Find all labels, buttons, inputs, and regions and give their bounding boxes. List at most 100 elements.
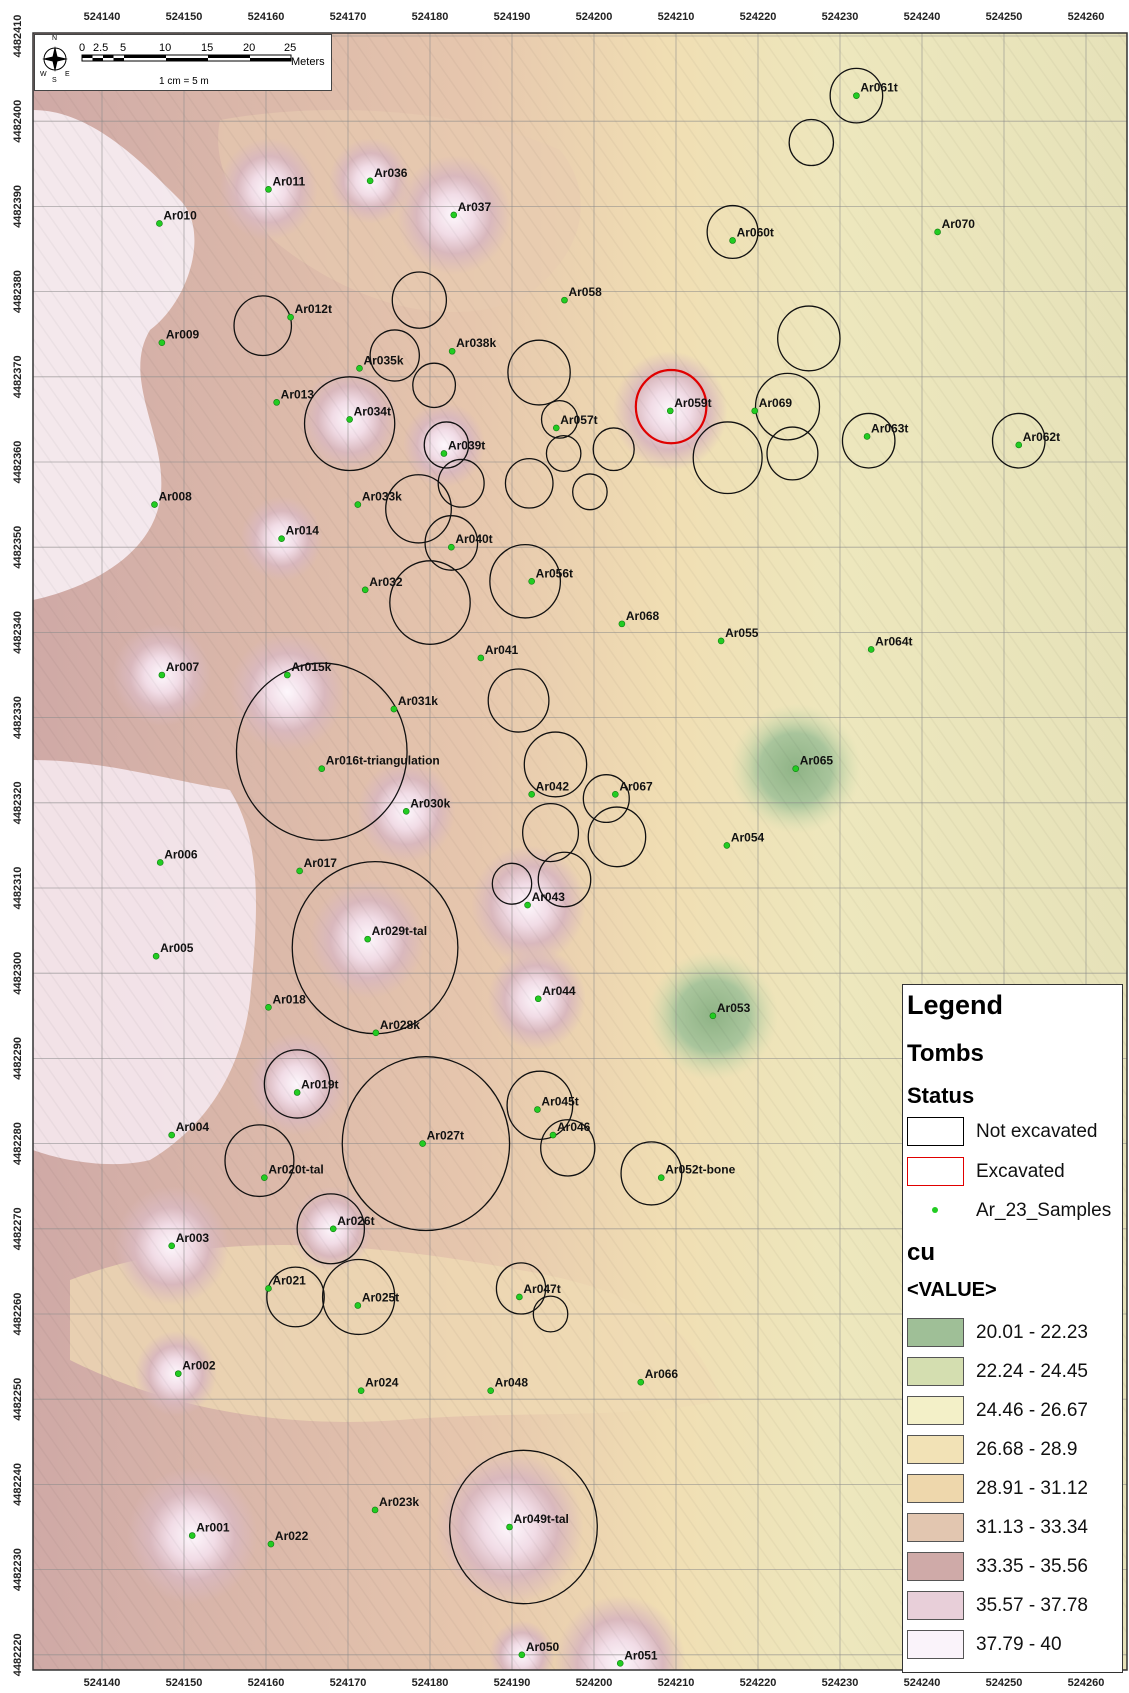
sample-point <box>156 220 163 227</box>
sample-point <box>534 1106 541 1113</box>
sample-point <box>666 407 674 415</box>
tomb-not-excavated <box>582 774 630 824</box>
x-tick-label-top: 524180 <box>412 11 449 23</box>
sample-point <box>524 901 531 909</box>
tomb-not-excavated <box>489 543 562 619</box>
tomb-not-excavated <box>829 67 884 124</box>
sample-label: Ar043 <box>532 890 566 904</box>
legend-class-swatch <box>907 1435 964 1464</box>
x-tick-label-bottom: 524160 <box>248 1677 285 1689</box>
sample-point <box>709 1012 717 1020</box>
sample-label: Ar054 <box>731 830 765 844</box>
y-tick-label: 4482320 <box>12 781 24 824</box>
sample-label: Ar048 <box>495 1376 529 1390</box>
sample-label: Ar008 <box>158 490 192 504</box>
sample-label: Ar035k <box>363 353 403 367</box>
sample-point <box>518 1651 526 1659</box>
tomb-not-excavated <box>754 372 821 441</box>
y-tick-label: 4482330 <box>12 696 24 739</box>
sample-label: Ar045t <box>541 1095 578 1109</box>
tomb-not-excavated <box>507 339 571 406</box>
sample-label: Ar020t-tal <box>268 1163 323 1177</box>
sample-label: Ar001 <box>196 1521 230 1535</box>
scale-unit: Meters <box>291 56 325 68</box>
legend-title: Legend <box>907 990 1004 1020</box>
sample-label: Ar061t <box>860 81 897 95</box>
tomb-not-excavated <box>766 426 819 481</box>
x-tick-label-top: 524230 <box>822 11 859 23</box>
x-tick-label-bottom: 524260 <box>1068 1677 1105 1689</box>
sample-label: Ar014 <box>286 524 320 538</box>
x-tick-label-bottom: 524220 <box>740 1677 777 1689</box>
legend-swatch-excavated <box>907 1157 964 1186</box>
tomb-not-excavated <box>424 515 479 571</box>
sample-label: Ar013 <box>281 387 315 401</box>
sample-label: Ar033k <box>362 490 402 504</box>
tomb-not-excavated <box>532 1295 569 1333</box>
sample-point <box>174 1370 182 1377</box>
sample-point <box>487 1387 494 1394</box>
sample-point <box>934 228 941 236</box>
sample-point <box>265 1285 272 1292</box>
scale-number: 0 <box>79 42 86 54</box>
tomb-not-excavated <box>706 204 759 260</box>
sample-point <box>516 1293 523 1301</box>
sample-point <box>284 671 291 679</box>
sample-point <box>372 1029 380 1037</box>
scale-number: 10 <box>159 42 172 54</box>
x-tick-label-bottom: 524250 <box>986 1677 1023 1689</box>
scale-bar: W E S N 0 2.5 5 10 15 20 25 Meters 1 cm … <box>34 34 332 91</box>
x-tick-label-top: 524150 <box>166 11 203 23</box>
x-tick-label-bottom: 524140 <box>84 1677 121 1689</box>
legend-tombs-heading: Tombs <box>907 1040 984 1067</box>
sample-label: Ar012t <box>295 302 332 316</box>
x-tick-label-bottom: 524230 <box>822 1677 859 1689</box>
tomb-not-excavated <box>437 458 485 508</box>
tomb-not-excavated <box>233 295 293 357</box>
sample-label: Ar053 <box>717 1001 751 1015</box>
x-tick-label-top: 524140 <box>84 11 121 23</box>
sample-point <box>1015 441 1023 449</box>
legend-class-label: 24.46 - 26.67 <box>976 1400 1088 1421</box>
sample-point <box>278 535 285 542</box>
sample-label: Ar038k <box>456 336 496 350</box>
sample-point <box>265 1003 272 1011</box>
legend-class-swatch <box>907 1396 964 1425</box>
legend-cu-heading: cu <box>907 1239 936 1266</box>
sample-point <box>792 765 800 773</box>
sample-point <box>293 1089 301 1096</box>
sample-label: Ar036 <box>374 166 408 180</box>
sample-point <box>168 1242 175 1250</box>
legend-label-not-excavated: Not excavated <box>976 1121 1098 1142</box>
x-tick-label-bottom: 524150 <box>166 1677 203 1689</box>
sample-point <box>346 416 353 423</box>
sample-label: Ar025t <box>362 1290 399 1304</box>
tomb-not-excavated <box>263 1049 331 1119</box>
x-tick-label-top: 524160 <box>248 11 285 23</box>
y-tick-label: 4482280 <box>12 1122 24 1165</box>
scale-graphics <box>42 46 292 72</box>
sample-label: Ar031k <box>398 694 438 708</box>
compass-letter-e: E <box>65 71 70 78</box>
sample-label: Ar046 <box>557 1120 591 1134</box>
x-tick-label-top: 524170 <box>330 11 367 23</box>
sample-label: Ar016t-triangulation <box>326 754 440 768</box>
sample-point <box>366 177 374 185</box>
legend-class-swatch <box>907 1591 964 1620</box>
tomb-not-excavated <box>321 1258 396 1336</box>
sample-point <box>296 867 303 875</box>
sample-point <box>863 433 871 440</box>
tomb-not-excavated <box>495 1262 547 1315</box>
tomb-not-excavated <box>506 1070 574 1140</box>
sample-label: Ar056t <box>536 566 573 580</box>
y-tick-label: 4482300 <box>12 952 24 995</box>
sample-point <box>618 620 626 628</box>
legend-class-swatch <box>907 1318 964 1347</box>
sample-label: Ar047t <box>523 1282 560 1296</box>
sample-label: Ar021 <box>272 1273 306 1287</box>
legend-class-swatch <box>907 1513 964 1542</box>
sample-label: Ar058 <box>568 285 602 299</box>
legend-class-label: 22.24 - 24.45 <box>976 1361 1088 1382</box>
tomb-not-excavated <box>303 376 396 472</box>
tomb-not-excavated <box>391 271 448 329</box>
